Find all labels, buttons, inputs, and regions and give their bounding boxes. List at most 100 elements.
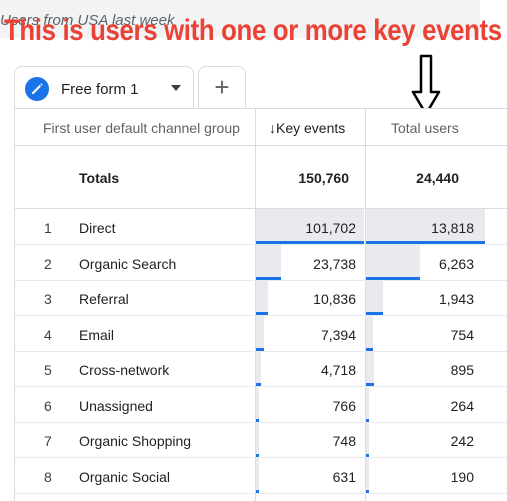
data-table: First user default channel group ↓Key ev… [14,108,507,501]
key-events-bar [256,315,264,351]
total-users-value: 264 [450,397,474,414]
table-row[interactable]: 6 Unassigned 766 264 [15,386,507,423]
total-users-value: 6,263 [438,255,474,272]
column-header-total-users[interactable]: Total users [391,120,459,136]
key-events-value: 7,394 [320,326,356,343]
report-header-strip: Users from USA last week [0,0,480,38]
totals-row: Totals 150,760 24,440 [15,146,507,209]
key-events-cell: 766 [256,386,364,422]
total-users-bar [366,351,374,386]
total-users-bar-line [366,383,374,386]
key-events-bar-line [256,241,364,244]
total-users-bar-line [366,276,420,280]
annotation-text: This is users with one or more key event… [4,14,502,47]
total-users-cell: 6,263 [366,244,486,280]
key-events-bar-line [256,418,259,422]
total-users-cell: 190 [366,457,486,493]
total-users-bar [366,280,383,315]
tab-free-form-1[interactable]: Free form 1 [14,66,194,108]
table-row[interactable]: 2 Organic Search 23,738 6,263 [15,244,507,281]
row-number: 4 [44,326,52,343]
row-number: 6 [44,397,52,414]
key-events-value: 10,836 [313,291,356,307]
table-row[interactable]: 8 Organic Social 631 190 [15,457,507,494]
table-row[interactable]: 3 Referral 10,836 1,943 [15,280,507,316]
key-events-bar [256,244,281,280]
down-arrow-annotation [411,54,441,116]
key-events-value: 631 [332,468,356,485]
total-users-bar-line [366,489,369,493]
key-events-bar [256,209,364,244]
key-events-cell: 7,394 [256,315,364,351]
column-divider [365,109,366,501]
total-users-value: 242 [450,433,474,449]
total-users-value: 13,818 [431,220,474,236]
total-users-bar [366,386,369,422]
sort-down-icon: ↓ [269,120,276,136]
total-users-bar-line [366,312,383,315]
key-events-bar-line [256,489,259,493]
channel-group-name[interactable]: Organic Shopping [79,433,192,449]
table-row[interactable]: 1 Direct 101,702 13,818 [15,209,507,245]
key-events-value: 4,718 [320,362,356,378]
add-tab-button[interactable]: + [198,66,246,108]
key-events-bar-line [256,347,264,351]
channel-group-name[interactable]: Email [79,326,115,343]
total-users-bar [366,244,420,280]
key-events-cell: 10,836 [256,280,364,315]
chevron-down-icon[interactable] [171,85,181,91]
key-events-bar [256,280,268,315]
channel-group-name[interactable]: Referral [79,291,129,307]
channel-group-name[interactable]: Direct [79,220,116,236]
total-users-value: 895 [450,362,474,378]
total-users-cell: 754 [366,315,486,351]
pencil-icon [25,77,49,101]
total-users-bar [366,422,369,457]
key-events-value: 23,738 [313,255,356,272]
column-header-dimension[interactable]: First user default channel group [43,120,240,136]
key-events-cell: 4,718 [256,351,364,386]
total-users-value: 190 [450,468,474,485]
totals-key-events: 150,760 [298,170,349,186]
table-header: First user default channel group ↓Key ev… [15,109,507,146]
total-users-bar [366,457,369,493]
key-events-value: 748 [332,433,356,449]
key-events-cell: 748 [256,422,364,457]
table-row[interactable]: 5 Cross-network 4,718 895 [15,351,507,387]
totals-total-users: 24,440 [416,170,459,186]
total-users-bar [366,315,373,351]
column-header-key-events-label: Key events [276,120,346,136]
key-events-bar [256,386,259,422]
key-events-bar [256,457,259,493]
tab-label: Free form 1 [61,81,139,98]
total-users-cell: 895 [366,351,486,386]
total-users-cell: 13,818 [366,209,486,244]
total-users-bar [366,209,485,244]
key-events-bar [256,422,259,457]
key-events-bar-line [256,383,261,386]
key-events-bar-line [256,276,281,280]
channel-group-name[interactable]: Cross-network [79,362,170,378]
total-users-cell: 264 [366,386,486,422]
tabs-bar: Free form 1 + [0,66,507,108]
row-number: 2 [44,255,52,272]
channel-group-name[interactable]: Organic Social [79,468,171,485]
table-row[interactable]: 4 Email 7,394 754 [15,315,507,352]
channel-group-name[interactable]: Organic Search [79,255,177,272]
total-users-cell: 1,943 [366,280,486,315]
total-users-bar-line [366,347,373,351]
column-header-key-events[interactable]: ↓Key events [269,120,345,136]
row-number: 1 [44,220,52,236]
total-users-bar-line [366,454,369,457]
total-users-value: 754 [450,326,474,343]
key-events-bar-line [256,454,259,457]
totals-label: Totals [79,170,120,186]
total-users-value: 1,943 [438,291,474,307]
table-row[interactable]: 7 Organic Shopping 748 242 [15,422,507,458]
row-number: 7 [44,433,52,449]
key-events-value: 766 [332,397,356,414]
channel-group-name[interactable]: Unassigned [79,397,153,414]
key-events-value: 101,702 [305,220,356,236]
row-number: 5 [44,362,52,378]
total-users-bar-line [366,241,485,244]
